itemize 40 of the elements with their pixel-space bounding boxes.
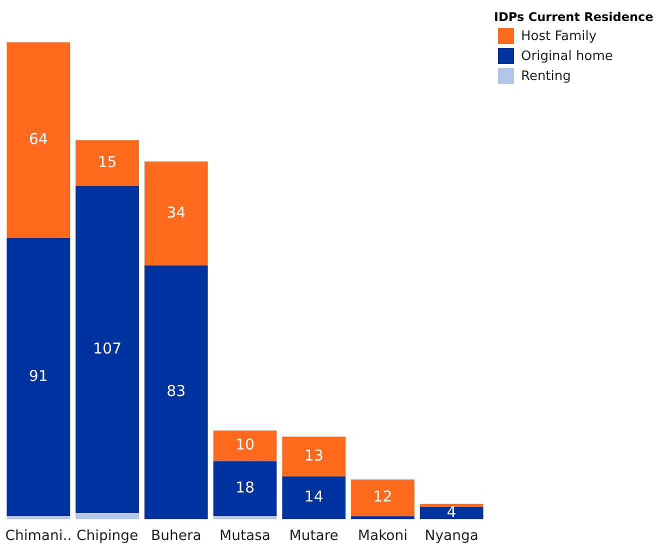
bar (76, 513, 139, 520)
bar (351, 516, 414, 520)
bar (6, 238, 70, 516)
bar (213, 516, 277, 520)
bar (282, 476, 346, 520)
data-label: 12 (373, 488, 392, 506)
bar (351, 479, 414, 516)
x-tick-label: Mutare (289, 528, 338, 544)
bar (213, 461, 277, 516)
data-label: 18 (235, 478, 255, 497)
data-label: 10 (235, 436, 255, 454)
x-tick-label: Makoni (358, 528, 408, 544)
bar (76, 140, 139, 186)
data-label: 34 (166, 203, 186, 222)
bar (282, 436, 346, 476)
bar (6, 42, 70, 238)
data-label: 14 (304, 488, 324, 506)
x-tick-label: Buhera (150, 528, 202, 544)
legend-label: Host Family (521, 28, 597, 44)
data-label: 91 (28, 366, 48, 385)
data-label: 13 (304, 446, 324, 464)
x-tick-label: Mutasa (220, 528, 270, 544)
x-tick-label: Nyanga (424, 528, 478, 544)
data-label: 107 (92, 339, 122, 358)
bar (144, 265, 208, 520)
x-tick-label: Chimani.. (5, 528, 72, 544)
bar (420, 506, 484, 520)
data-label: 15 (98, 152, 117, 171)
data-label: 4 (446, 502, 456, 521)
bar (6, 516, 70, 520)
legend-label: Original home (521, 48, 613, 64)
data-label: 83 (166, 382, 186, 400)
bar (420, 504, 484, 507)
bar (76, 186, 139, 514)
bar (213, 430, 277, 462)
data-label: 64 (28, 130, 48, 148)
x-tick-label: Chipinge (76, 528, 138, 544)
legend-title: IDPs Current Residence (494, 10, 654, 24)
legend-label: Renting (521, 68, 571, 84)
bar (144, 161, 208, 266)
